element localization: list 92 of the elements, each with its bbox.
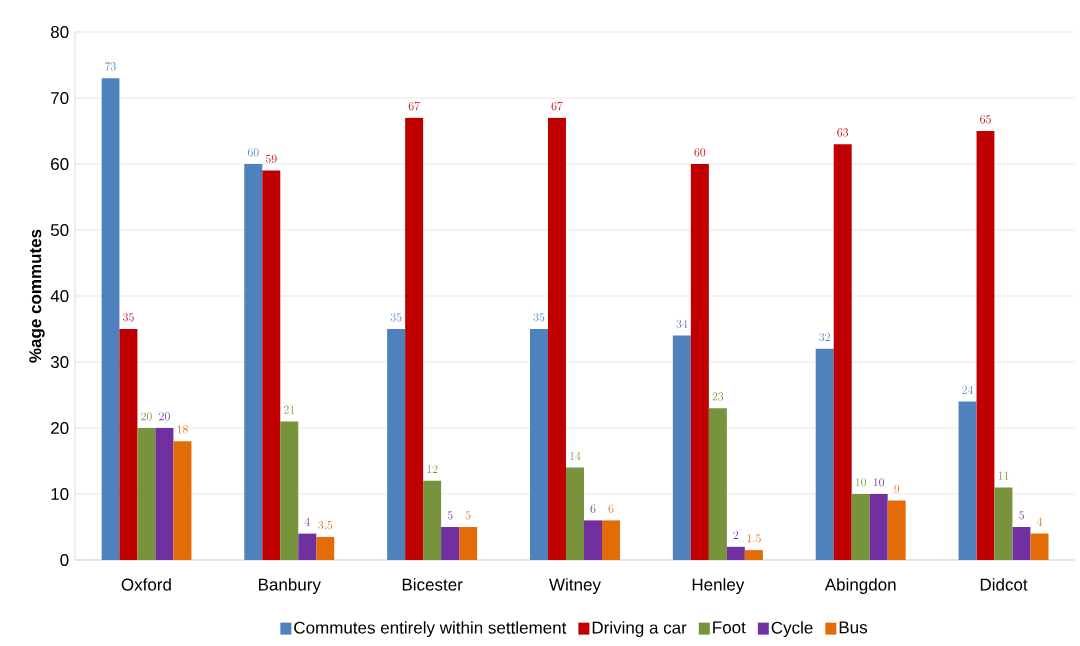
data-label: 6: [590, 504, 596, 513]
data-label: 23: [712, 392, 724, 401]
data-label: 32: [819, 332, 830, 342]
x-tick-label: Oxford: [121, 578, 171, 591]
data-label: 65: [980, 115, 991, 124]
data-label: 20: [141, 412, 152, 421]
y-tick-label: 20: [51, 421, 69, 435]
data-label: 5: [465, 511, 471, 520]
data-label: 10: [873, 478, 885, 487]
data-label: 3.5: [318, 521, 333, 530]
data-label: 60: [247, 148, 259, 157]
bar: [976, 131, 995, 560]
bar: [298, 533, 317, 560]
bar: [101, 78, 120, 560]
y-axis-title: %age commutes: [29, 229, 45, 363]
bar: [529, 329, 548, 560]
bar: [690, 164, 709, 560]
x-tick-label: Witney: [549, 578, 601, 594]
bar: [869, 494, 888, 560]
bar: [958, 401, 977, 560]
bar: [423, 480, 442, 560]
bar: [441, 527, 460, 560]
bar: [405, 117, 424, 560]
x-tick-label: Henley: [692, 578, 745, 594]
bar: [1030, 533, 1049, 560]
y-tick-label: 0: [60, 553, 69, 567]
data-label: 5: [1019, 511, 1024, 520]
bar: [280, 421, 299, 560]
data-label: 63: [837, 128, 849, 137]
bar: [119, 329, 138, 560]
bar: [994, 487, 1013, 560]
y-tick-label: 30: [50, 355, 69, 369]
y-tick-label: 10: [51, 487, 69, 501]
bar: [262, 170, 281, 560]
bar: [815, 348, 834, 560]
legend-label: Bus: [839, 621, 868, 634]
data-label: 59: [265, 154, 277, 163]
data-label: 67: [551, 101, 563, 111]
data-label: 18: [177, 425, 188, 434]
bar: [137, 428, 156, 560]
bar: [744, 550, 763, 560]
bar: [1012, 527, 1031, 560]
bar: [565, 467, 584, 560]
legend-label: Cycle: [771, 621, 813, 638]
data-label: 21: [283, 405, 295, 414]
data-label: 35: [533, 313, 545, 322]
data-label: 24: [962, 385, 974, 394]
bar: [601, 520, 620, 560]
data-label: 35: [123, 313, 134, 322]
data-label: 20: [159, 412, 170, 421]
y-tick-label: 80: [50, 25, 69, 39]
bar: [708, 408, 727, 560]
data-label: 60: [694, 148, 706, 157]
data-label: 6: [608, 504, 614, 513]
x-tick-label: Bicester: [402, 578, 463, 591]
data-label: 4: [1036, 517, 1043, 526]
bar: [459, 527, 478, 560]
bar: [851, 494, 870, 560]
data-label: 35: [390, 313, 402, 322]
legend-label: Foot: [713, 621, 746, 634]
legend-label: Driving a car: [592, 621, 687, 638]
y-tick-label: 50: [50, 223, 69, 237]
bar: [833, 144, 852, 560]
data-label: 12: [427, 464, 438, 473]
data-label: 11: [998, 471, 1009, 480]
data-label: 67: [408, 101, 420, 111]
bar: [387, 329, 406, 560]
data-label: 2: [733, 530, 739, 539]
data-label: 73: [105, 62, 116, 71]
bar: [173, 441, 192, 560]
bar: [726, 546, 745, 560]
bar: [583, 520, 602, 560]
bar: [672, 335, 691, 560]
y-tick-label: 60: [51, 157, 69, 171]
y-tick-label: 70: [51, 91, 69, 105]
legend-label: Commutes entirely within settlement: [294, 621, 567, 638]
bar: [244, 164, 263, 560]
bar: [547, 117, 566, 560]
x-tick-label: Didcot: [980, 578, 1028, 591]
bar: [316, 536, 335, 560]
x-tick-label: Abingdon: [824, 578, 896, 594]
y-tick-label: 40: [50, 289, 69, 303]
data-label: 1 .5: [747, 534, 761, 543]
data-label: 5: [447, 511, 453, 520]
bar: [887, 500, 906, 560]
data-label: 34: [676, 319, 688, 328]
data-label: 14: [570, 451, 581, 460]
bar: [155, 428, 174, 560]
x-tick-label: Banbury: [259, 578, 321, 594]
data-label: 9: [894, 484, 900, 493]
data-label: 4: [304, 517, 310, 526]
data-label: 10: [855, 478, 867, 487]
